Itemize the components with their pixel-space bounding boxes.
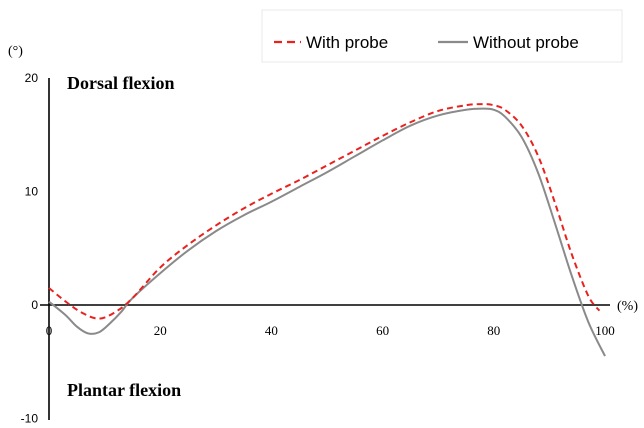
y-tick-label: -10 <box>21 412 39 426</box>
series-line-without-probe <box>48 107 606 357</box>
dorsal-flexion-label: Dorsal flexion <box>67 73 175 93</box>
legend-label-without-probe: Without probe <box>473 33 579 52</box>
x-tick-label: 80 <box>487 323 500 338</box>
series-line-with-probe <box>48 103 601 320</box>
x-tick-label: 40 <box>265 323 278 338</box>
legend-label-with-probe: With probe <box>306 33 388 52</box>
plantar-flexion-label: Plantar flexion <box>67 380 181 400</box>
x-tick-label: 60 <box>376 323 389 338</box>
x-tick-label: 20 <box>154 323 167 338</box>
legend-box <box>261 9 623 63</box>
x-unit-label: (%) <box>617 299 638 314</box>
y-unit-label: (°) <box>8 44 23 59</box>
y-tick-label: 20 <box>25 71 39 85</box>
x-tick-label: 100 <box>595 323 615 338</box>
y-tick-label: 0 <box>31 298 38 312</box>
y-tick-label: 10 <box>25 185 39 199</box>
x-tick-label: 0 <box>46 323 53 338</box>
